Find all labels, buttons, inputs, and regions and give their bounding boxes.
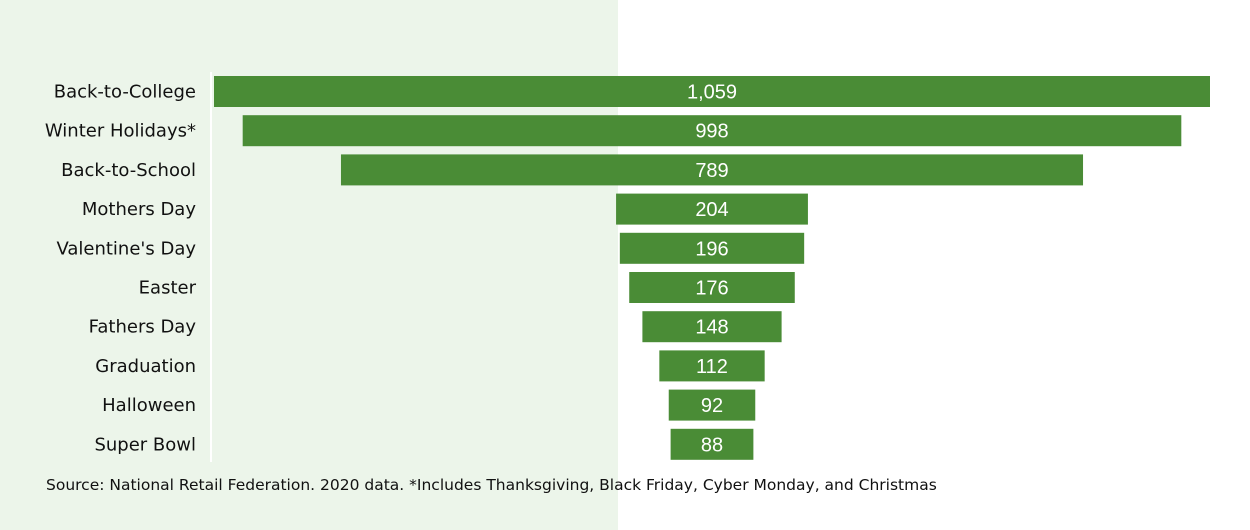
bar-value-label: 196 [695, 238, 728, 260]
category-label: Halloween [102, 395, 196, 416]
category-label: Back-to-School [61, 160, 196, 181]
source-footnote: Source: National Retail Federation. 2020… [46, 476, 937, 494]
category-label: Mothers Day [82, 199, 196, 220]
bar-value-label: 1,059 [687, 82, 737, 104]
bar-value-label: 176 [695, 278, 728, 300]
value-labels: 1,059 998 789 204 196 176 148 112 92 88 [687, 82, 737, 457]
bar-value-label: 112 [696, 356, 728, 378]
category-labels: Back-to-College Winter Holidays* Back-to-S… [45, 82, 197, 456]
bar [619, 232, 805, 264]
bar-value-label: 88 [701, 434, 723, 456]
bar [340, 154, 1084, 186]
category-label: Fathers Day [89, 317, 197, 338]
bar-value-label: 998 [695, 121, 728, 143]
bar-value-label: 92 [701, 395, 723, 417]
category-label: Super Bowl [94, 434, 196, 455]
bars-group [214, 76, 1210, 460]
category-label: Winter Holidays* [45, 121, 196, 142]
bar-value-label: 204 [695, 199, 728, 221]
bar [242, 115, 1182, 147]
bar-value-label: 789 [695, 160, 728, 182]
category-label: Graduation [95, 356, 196, 377]
bar [629, 272, 795, 303]
bar [668, 389, 756, 421]
bar [642, 311, 782, 343]
bar [670, 428, 754, 460]
category-label: Valentine's Day [56, 238, 196, 259]
category-label: Easter [139, 278, 197, 299]
bar [659, 350, 765, 382]
funnel-chart: Back-to-College Winter Holidays* Back-to-S… [45, 72, 1210, 462]
bar [214, 76, 1210, 107]
bar-value-label: 148 [695, 317, 728, 339]
category-label: Back-to-College [54, 82, 196, 103]
bar [616, 193, 808, 225]
